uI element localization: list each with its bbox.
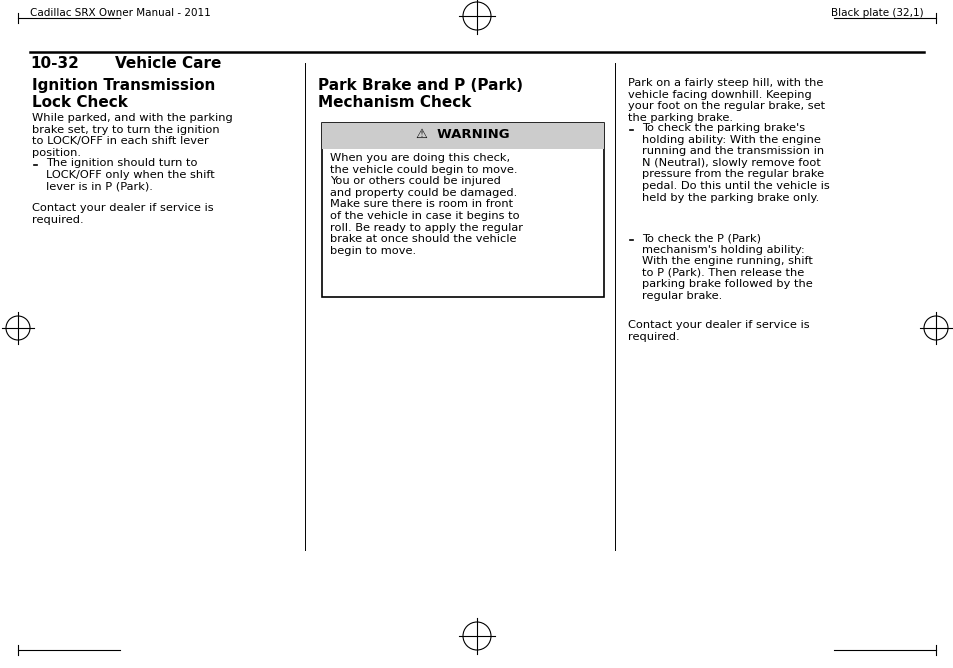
- Text: While parked, and with the parking
brake set, try to turn the ignition
to LOCK/O: While parked, and with the parking brake…: [32, 113, 233, 158]
- Text: Park Brake and P (Park)
Mechanism Check: Park Brake and P (Park) Mechanism Check: [317, 78, 522, 110]
- Text: Vehicle Care: Vehicle Care: [115, 56, 221, 71]
- Text: To check the P (Park)
mechanism's holding ability:
With the engine running, shif: To check the P (Park) mechanism's holdin…: [641, 233, 812, 301]
- Text: Ignition Transmission
Lock Check: Ignition Transmission Lock Check: [32, 78, 215, 110]
- Bar: [322, 123, 603, 149]
- Text: To check the parking brake's
holding ability: With the engine
running and the tr: To check the parking brake's holding abi…: [641, 123, 829, 202]
- Text: Contact your dealer if service is
required.: Contact your dealer if service is requir…: [32, 203, 213, 224]
- Bar: [322, 123, 603, 297]
- Text: Cadillac SRX Owner Manual - 2011: Cadillac SRX Owner Manual - 2011: [30, 8, 211, 18]
- Text: 10-32: 10-32: [30, 56, 79, 71]
- Text: The ignition should turn to
LOCK/OFF only when the shift
lever is in P (Park).: The ignition should turn to LOCK/OFF onl…: [46, 158, 214, 191]
- Text: Black plate (32,1): Black plate (32,1): [830, 8, 923, 18]
- Text: ⚠  WARNING: ⚠ WARNING: [416, 128, 509, 141]
- Text: When you are doing this check,
the vehicle could begin to move.
You or others co: When you are doing this check, the vehic…: [330, 153, 522, 256]
- Text: Park on a fairly steep hill, with the
vehicle facing downhill. Keeping
your foot: Park on a fairly steep hill, with the ve…: [627, 78, 824, 123]
- Text: Contact your dealer if service is
required.: Contact your dealer if service is requir…: [627, 320, 809, 341]
